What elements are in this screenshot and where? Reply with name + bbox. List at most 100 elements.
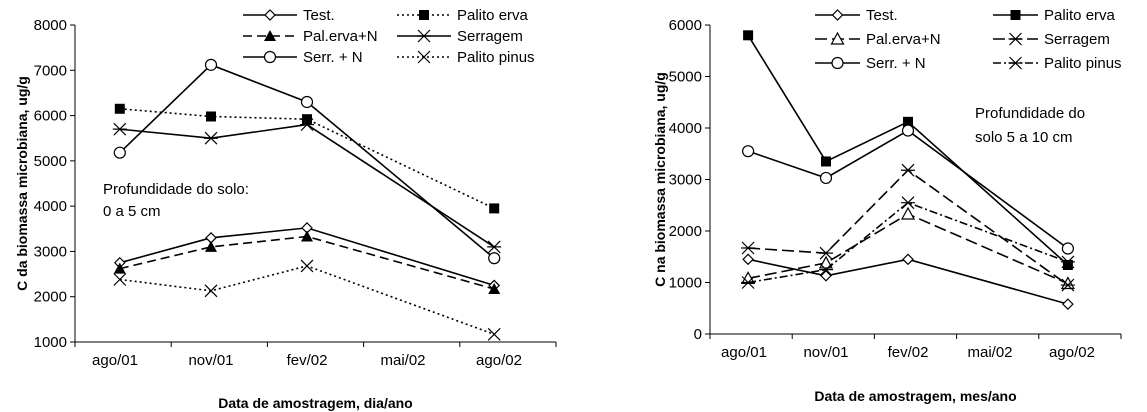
data-point — [206, 111, 216, 122]
y-tick-label: 3000 — [669, 172, 702, 189]
data-point — [903, 116, 913, 127]
annotation-text: Profundidade do — [975, 105, 1085, 122]
data-point — [301, 230, 313, 242]
data-point — [818, 255, 834, 269]
data-point — [743, 30, 754, 41]
legend-label: Pal.erva+N — [303, 28, 378, 45]
y-tick-label: 4000 — [34, 198, 67, 215]
data-point — [300, 259, 314, 273]
legend-marker — [1008, 32, 1023, 46]
data-point — [900, 206, 916, 220]
data-point — [1062, 259, 1073, 270]
y-tick-label: 3000 — [34, 243, 67, 260]
legend-label: Serr. + N — [866, 55, 926, 72]
y-axis-label: C na biomassa microbiana, ug/g — [652, 72, 668, 287]
series-line — [119, 235, 495, 290]
x-tick-label: nov/01 — [188, 352, 233, 369]
annotation-text: Profundidade do solo: — [103, 181, 249, 198]
legend-marker — [417, 50, 431, 64]
x-tick-label: ago/02 — [1049, 344, 1095, 361]
data-point — [1060, 278, 1075, 292]
data-point — [902, 253, 914, 266]
legend-marker — [831, 56, 844, 70]
legend-label: Serragem — [1044, 31, 1110, 48]
data-point — [489, 203, 500, 214]
data-point — [113, 146, 126, 159]
series-line — [748, 169, 1069, 286]
legend-marker — [264, 30, 276, 41]
legend-label: Palito erva — [457, 7, 529, 24]
legend-label: Palito pinus — [1044, 55, 1122, 72]
data-point — [300, 118, 314, 132]
data-point — [901, 196, 915, 210]
y-tick-label: 6000 — [34, 108, 67, 125]
data-point — [741, 145, 755, 158]
y-tick-label: 7000 — [34, 62, 67, 79]
data-point — [819, 246, 833, 260]
y-tick-label: 0 — [694, 326, 702, 343]
series-line — [119, 107, 495, 210]
legend-label: Palito erva — [1044, 7, 1116, 24]
data-point — [204, 131, 218, 145]
x-tick-label: ago/02 — [476, 352, 522, 369]
series-line — [747, 213, 1069, 285]
series-line — [119, 265, 495, 336]
series-line — [119, 227, 495, 287]
x-axis-label: Data de amostragem, dia/ano — [218, 395, 413, 411]
legend-marker — [417, 29, 431, 43]
legend-label: Serr. + N — [303, 49, 363, 66]
x-tick-label: mai/02 — [380, 352, 425, 369]
data-point — [204, 284, 218, 298]
data-point — [113, 262, 126, 274]
annotation-text: 0 a 5 cm — [103, 203, 161, 220]
series-line — [747, 34, 1069, 266]
data-point — [819, 263, 833, 277]
legend-marker — [1008, 56, 1023, 70]
data-point — [205, 240, 217, 252]
data-point — [1060, 276, 1075, 290]
legend-marker — [263, 50, 277, 64]
x-tick-label: fev/02 — [287, 352, 328, 369]
legend-marker — [419, 10, 429, 20]
y-tick-label: 1000 — [669, 275, 702, 292]
data-point — [1062, 298, 1074, 310]
data-point — [901, 163, 915, 177]
x-tick-label: ago/01 — [721, 344, 767, 361]
y-tick-label: 5000 — [669, 69, 702, 86]
x-tick-label: ago/01 — [92, 352, 138, 369]
y-tick-label: 8000 — [34, 17, 67, 34]
x-tick-label: fev/02 — [888, 344, 929, 361]
series-line — [119, 63, 495, 259]
data-point — [487, 327, 501, 341]
data-point — [741, 276, 756, 289]
x-tick-label: nov/01 — [803, 344, 848, 361]
data-point — [741, 271, 756, 284]
annotation-text: solo 5 a 10 cm — [975, 129, 1073, 146]
legend-label: Test. — [303, 7, 335, 24]
legend-marker — [1010, 10, 1021, 20]
chart-right: 0 1000 2000 3000 4000 5000 6000 ago/01 nov/01 fev… — [652, 7, 1122, 404]
data-point — [302, 114, 312, 125]
x-tick-label: mai/02 — [967, 344, 1012, 361]
y-tick-label: 4000 — [669, 120, 702, 137]
y-tick-label: 5000 — [34, 153, 67, 170]
data-point — [112, 122, 127, 136]
data-point — [1060, 255, 1075, 269]
x-axis-label: Data de amostragem, mes/ano — [814, 388, 1016, 404]
data-point — [901, 124, 915, 137]
legend-label: Serragem — [457, 28, 523, 45]
legend-label: Pal.erva+N — [866, 31, 941, 48]
series-line — [747, 258, 1069, 305]
legend-marker — [831, 9, 844, 21]
data-point — [741, 241, 756, 255]
data-point — [742, 253, 754, 266]
chart-left: 1000 2000 3000 4000 5000 6000 7000 8000 ago/01 no… — [14, 7, 557, 411]
y-axis-label: C da biomassa microbiana, ug/g — [14, 76, 30, 291]
legend-label: Test. — [866, 7, 898, 24]
data-point — [820, 269, 832, 282]
y-tick-label: 1000 — [34, 334, 67, 351]
data-point — [488, 283, 501, 295]
data-point — [300, 95, 314, 109]
data-point — [821, 156, 831, 167]
